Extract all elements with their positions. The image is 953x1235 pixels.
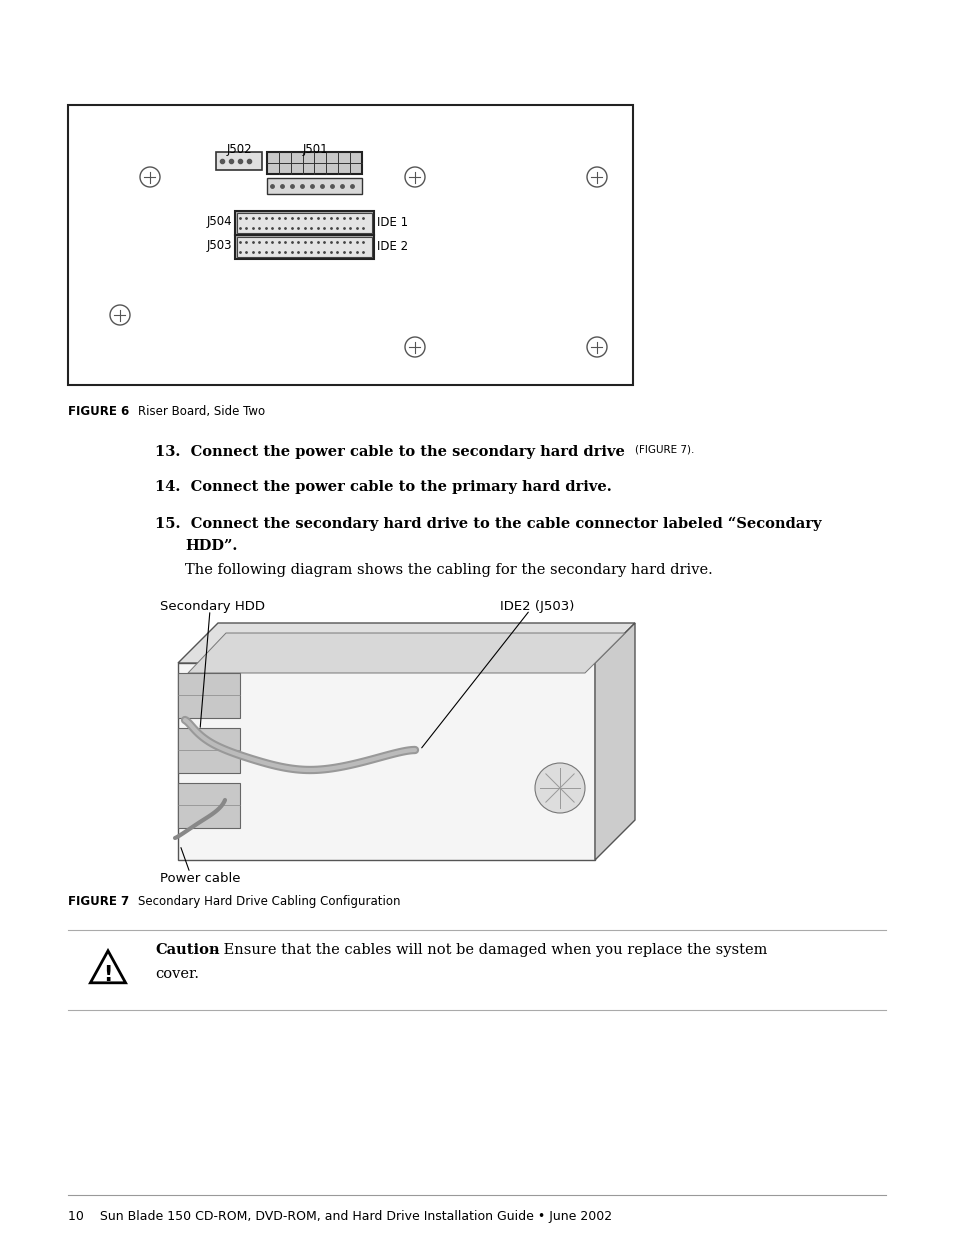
Bar	[267, 178, 361, 194]
Bar	[178, 673, 240, 718]
Polygon shape	[595, 622, 635, 860]
Polygon shape	[188, 634, 624, 673]
Text: J503: J503	[206, 240, 232, 252]
Text: J501: J501	[302, 143, 328, 156]
Bar	[178, 727, 240, 773]
Bar	[236, 212, 372, 233]
Circle shape	[535, 763, 584, 813]
Bar	[234, 211, 374, 235]
Text: Secondary HDD: Secondary HDD	[160, 600, 265, 613]
Text: J504: J504	[206, 215, 232, 228]
Text: FIGURE 7: FIGURE 7	[68, 895, 129, 908]
Text: Caution: Caution	[154, 944, 219, 957]
Bar	[178, 783, 240, 827]
Polygon shape	[178, 663, 595, 860]
Text: !: !	[103, 965, 112, 986]
Text: (FIGURE 7).: (FIGURE 7).	[635, 445, 694, 454]
Bar	[236, 237, 372, 257]
Text: 15.  Connect the secondary hard drive to the cable connector labeled “Secondary: 15. Connect the secondary hard drive to …	[154, 517, 821, 531]
Text: IDE 1: IDE 1	[376, 215, 408, 228]
Bar	[267, 152, 361, 174]
Text: FIGURE 6: FIGURE 6	[68, 405, 129, 417]
Text: 13.  Connect the power cable to the secondary hard drive: 13. Connect the power cable to the secon…	[154, 445, 629, 459]
Polygon shape	[178, 622, 635, 663]
Text: J502: J502	[226, 143, 252, 156]
Text: Riser Board, Side Two: Riser Board, Side Two	[123, 405, 265, 417]
Text: IDE 2: IDE 2	[376, 240, 408, 252]
Text: HDD”.: HDD”.	[185, 538, 237, 553]
Text: – Ensure that the cables will not be damaged when you replace the system: – Ensure that the cables will not be dam…	[207, 944, 766, 957]
Text: Power cable: Power cable	[160, 872, 240, 885]
Text: cover.: cover.	[154, 967, 199, 981]
Bar	[234, 235, 374, 259]
Text: 10    Sun Blade 150 CD-ROM, DVD-ROM, and Hard Drive Installation Guide • June 20: 10 Sun Blade 150 CD-ROM, DVD-ROM, and Ha…	[68, 1210, 612, 1223]
Text: Secondary Hard Drive Cabling Configuration: Secondary Hard Drive Cabling Configurati…	[123, 895, 400, 908]
Bar	[68, 105, 633, 385]
Text: 14.  Connect the power cable to the primary hard drive.: 14. Connect the power cable to the prima…	[154, 480, 611, 494]
Text: IDE2 (J503): IDE2 (J503)	[499, 600, 574, 613]
Bar	[215, 152, 262, 170]
Text: The following diagram shows the cabling for the secondary hard drive.: The following diagram shows the cabling …	[185, 563, 712, 577]
